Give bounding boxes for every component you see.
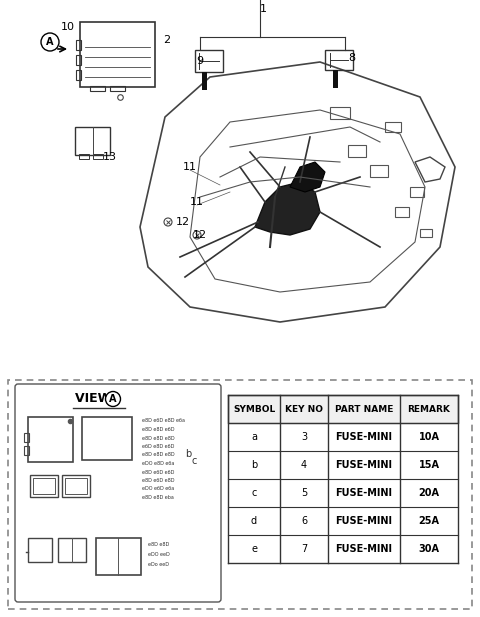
Text: eбD e8D eбD: eбD e8D eбD — [142, 444, 174, 449]
Text: e8D e8D ebа: e8D e8D ebа — [142, 495, 174, 500]
Text: 3: 3 — [301, 432, 307, 442]
Text: 12: 12 — [176, 217, 190, 227]
Text: a: a — [251, 432, 257, 442]
Text: 13: 13 — [103, 152, 117, 162]
Text: FUSE-MINI: FUSE-MINI — [336, 544, 393, 554]
Text: FUSE-MINI: FUSE-MINI — [336, 460, 393, 470]
Text: KEY NO: KEY NO — [285, 405, 323, 413]
Text: SYMBOL: SYMBOL — [233, 405, 275, 413]
Text: 2: 2 — [163, 35, 170, 45]
Text: 4: 4 — [301, 460, 307, 470]
Text: 5: 5 — [301, 488, 307, 498]
Text: e8D eбD e8D: e8D eбD e8D — [142, 478, 175, 483]
Bar — [420, 229, 432, 237]
Bar — [76, 40, 81, 50]
Bar — [65, 478, 87, 494]
Text: 10: 10 — [61, 22, 75, 32]
Text: eDo eeD: eDo eeD — [148, 561, 169, 566]
Text: 10A: 10A — [419, 432, 440, 442]
Bar — [8, 380, 472, 609]
Text: e: e — [251, 544, 257, 554]
Bar — [75, 127, 110, 155]
Bar — [62, 475, 90, 497]
Text: 30A: 30A — [419, 544, 440, 554]
Text: c: c — [252, 488, 257, 498]
Text: d: d — [251, 516, 257, 526]
Text: e8D eбD eбD: e8D eбD eбD — [142, 470, 174, 474]
Text: eDO eeD: eDO eeD — [148, 552, 170, 557]
Bar — [410, 187, 424, 197]
Text: A: A — [108, 392, 118, 405]
Text: eDO e8D еба: eDO e8D еба — [142, 461, 174, 466]
Text: 12: 12 — [193, 230, 207, 240]
Bar — [325, 50, 353, 70]
Text: b: b — [185, 449, 191, 459]
Bar — [110, 86, 125, 91]
Bar — [228, 395, 458, 423]
Text: e8D е8D eбD: e8D е8D eбD — [142, 427, 175, 432]
Polygon shape — [202, 72, 207, 90]
Bar — [30, 475, 58, 497]
Text: 20A: 20A — [419, 488, 440, 498]
Text: e8D e8D: e8D e8D — [148, 542, 169, 547]
Text: e8D eбD e8D eба: e8D eбD e8D eба — [142, 418, 185, 423]
Bar — [195, 50, 223, 72]
Text: 11: 11 — [190, 197, 204, 207]
Polygon shape — [255, 182, 320, 235]
Text: FUSE-MINI: FUSE-MINI — [336, 432, 393, 442]
Bar — [28, 538, 52, 562]
Text: 7: 7 — [301, 544, 307, 554]
Bar — [58, 538, 86, 562]
Bar — [82, 417, 132, 460]
Text: REMARK: REMARK — [408, 405, 450, 413]
Bar — [80, 22, 155, 87]
Bar — [76, 70, 81, 80]
Text: 8: 8 — [348, 53, 356, 63]
Text: VIEW: VIEW — [75, 392, 116, 405]
Text: 1: 1 — [260, 4, 266, 14]
Bar — [370, 165, 388, 177]
Text: eDO ебD еба: eDO ебD еба — [142, 486, 174, 492]
Bar — [24, 433, 29, 442]
Text: FUSE-MINI: FUSE-MINI — [336, 488, 393, 498]
Bar — [96, 538, 141, 575]
Text: e8D е8D e8D: e8D е8D e8D — [142, 436, 175, 441]
Text: 15A: 15A — [419, 460, 440, 470]
Bar — [395, 207, 409, 217]
Bar — [90, 86, 105, 91]
Bar — [76, 55, 81, 65]
Bar — [79, 154, 89, 159]
Text: b: b — [251, 460, 257, 470]
Bar — [33, 478, 55, 494]
Polygon shape — [333, 70, 338, 88]
Bar — [93, 154, 103, 159]
Text: 25A: 25A — [419, 516, 440, 526]
Bar — [24, 446, 29, 455]
Text: A: A — [109, 394, 117, 404]
Circle shape — [41, 33, 59, 51]
Text: A: A — [46, 37, 54, 47]
Circle shape — [106, 392, 120, 407]
Text: e8D е8D e8D: e8D е8D e8D — [142, 452, 175, 457]
Text: 9: 9 — [196, 56, 204, 66]
Bar — [28, 417, 73, 462]
Text: c: c — [191, 456, 196, 466]
Polygon shape — [290, 162, 325, 192]
Text: 11: 11 — [183, 162, 197, 172]
Bar — [348, 145, 366, 157]
Bar — [385, 122, 401, 132]
Text: 6: 6 — [301, 516, 307, 526]
Text: FUSE-MINI: FUSE-MINI — [336, 516, 393, 526]
Bar — [330, 107, 350, 119]
Text: PART NAME: PART NAME — [335, 405, 393, 413]
